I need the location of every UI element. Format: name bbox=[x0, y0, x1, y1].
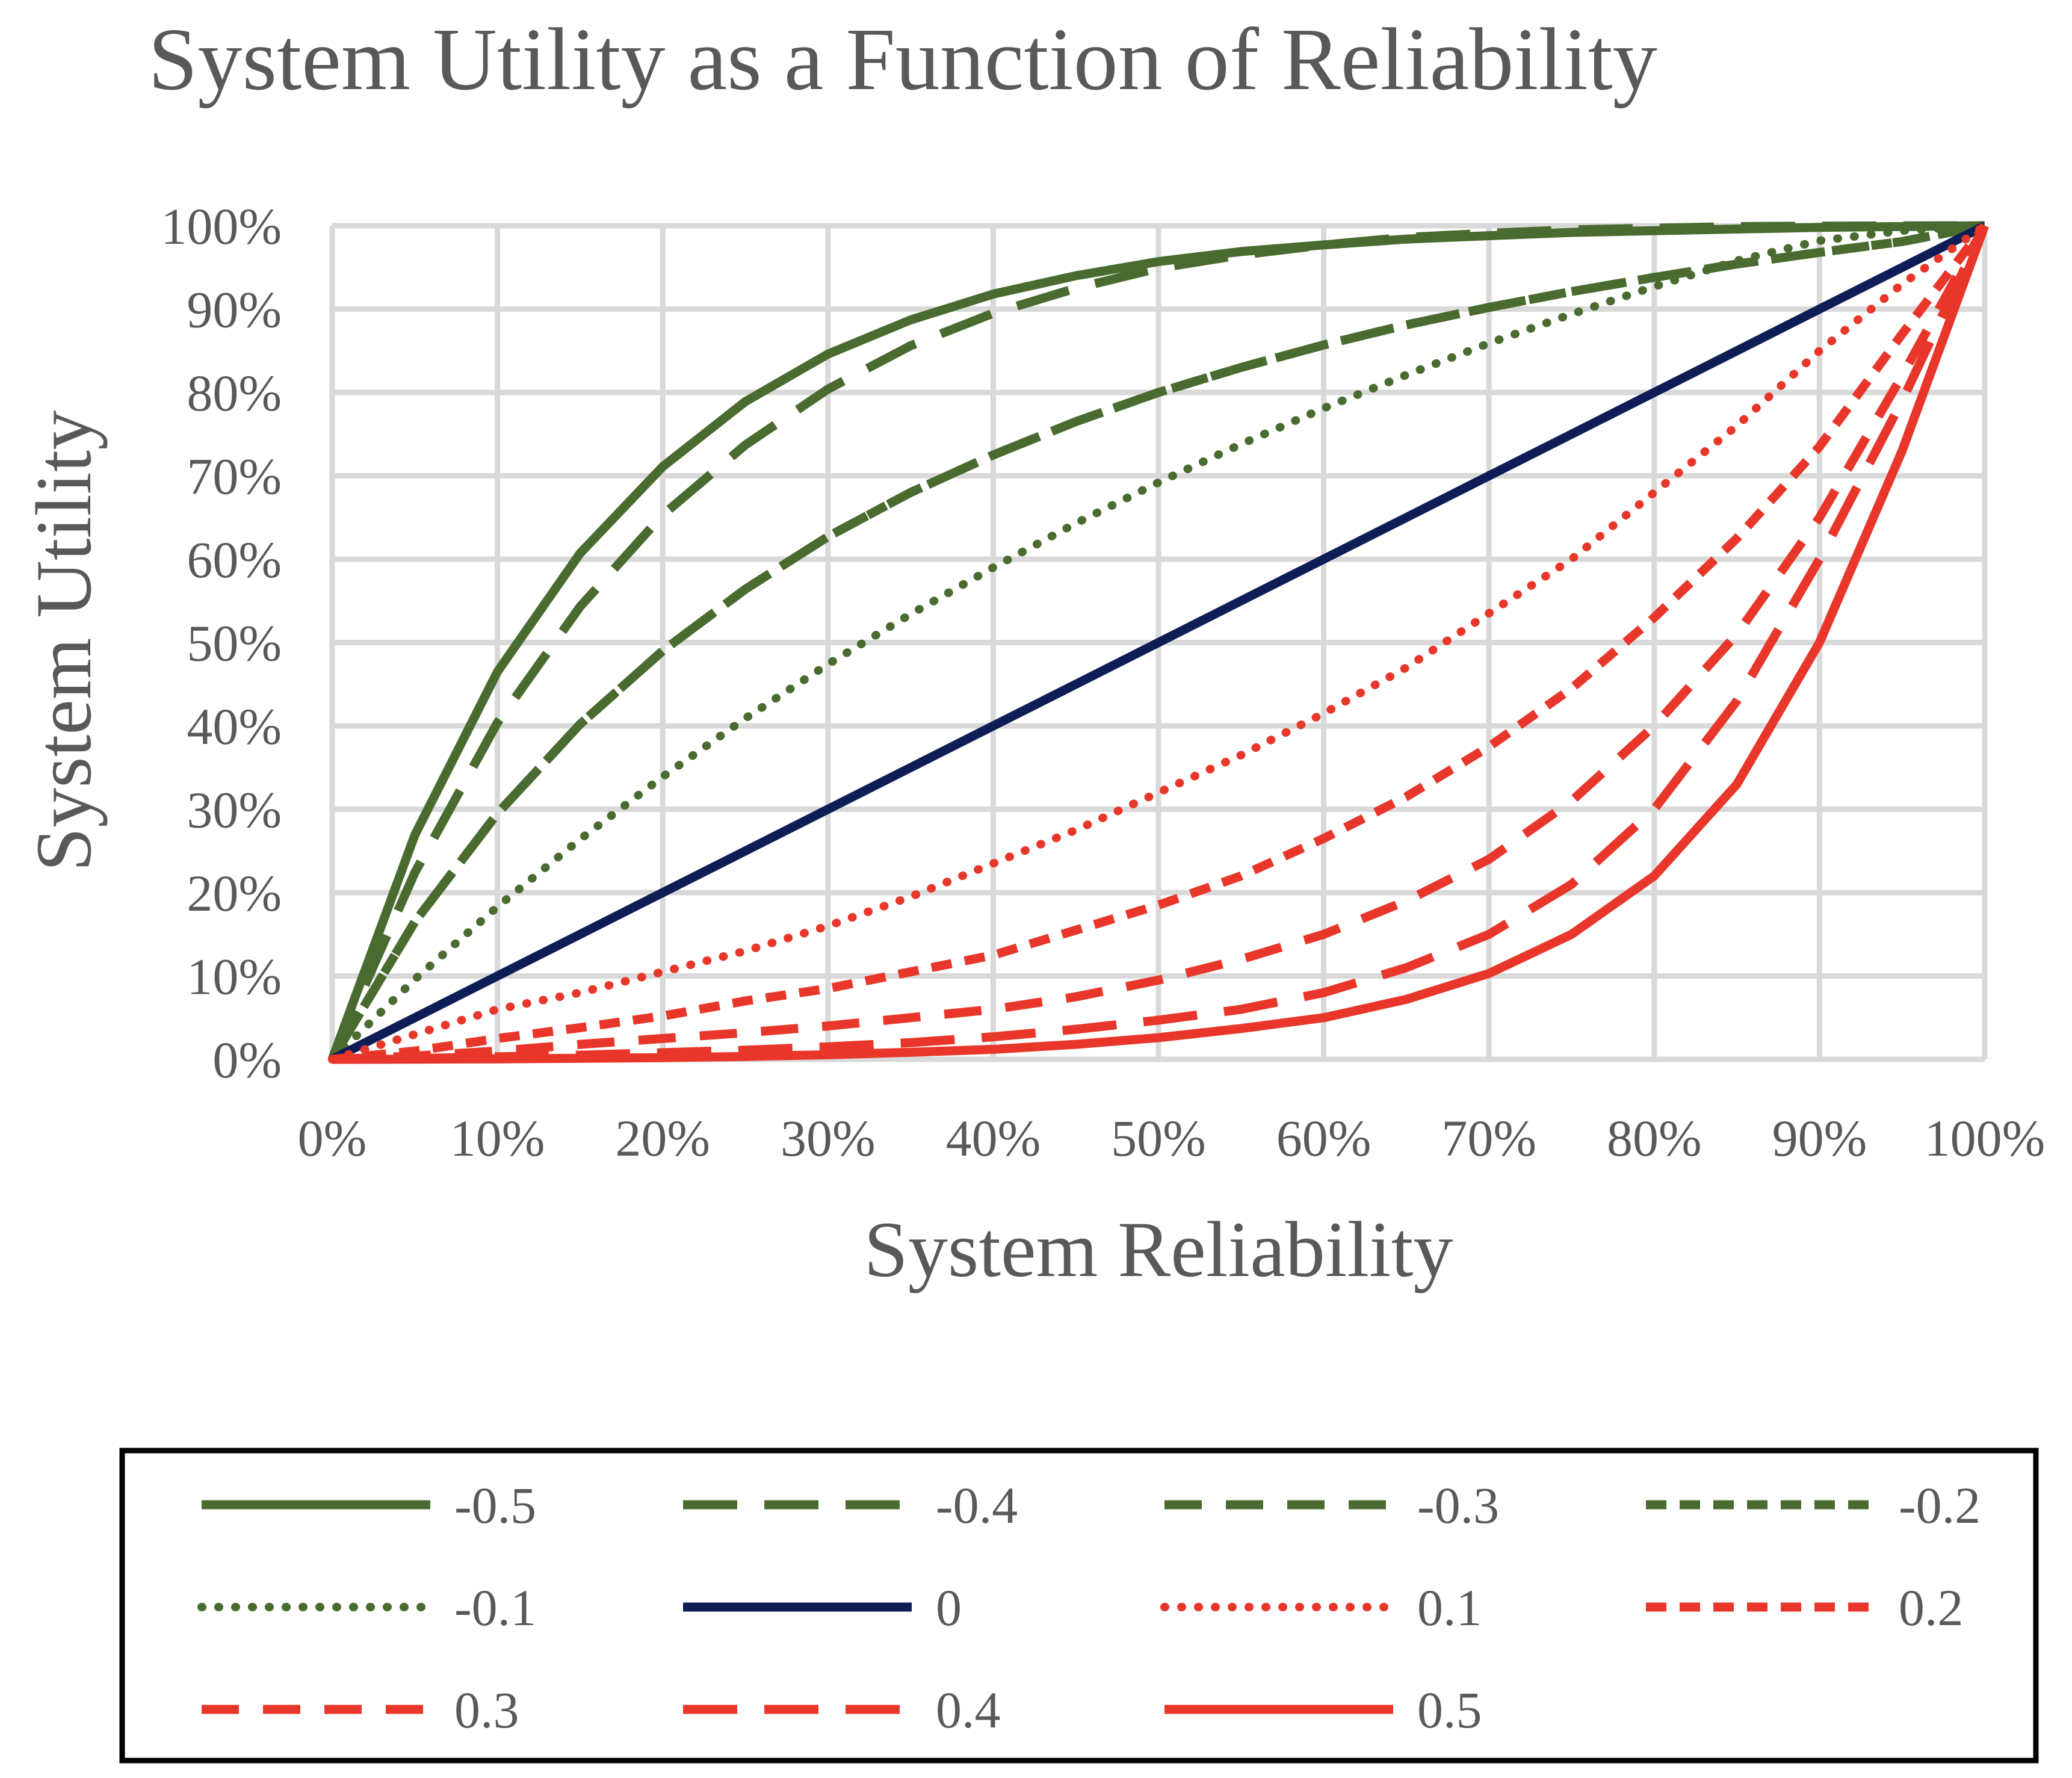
legend-label: 0.3 bbox=[454, 1681, 519, 1739]
x-tick-label: 40% bbox=[946, 1109, 1041, 1167]
series-line--0p4 bbox=[328, 221, 1985, 1062]
legend: -0.5 -0.4 -0.3 -0.2 -0.1 0 0.1 0.2 0.3 0.4 0.5 bbox=[197, 1476, 1981, 1739]
x-tick-label: 10% bbox=[450, 1109, 545, 1167]
x-tick-labels: 0% 10% 20% 30% 40% 50% 60% 70% 80% 90% 100% bbox=[298, 1109, 2046, 1167]
y-tick-label: 20% bbox=[187, 864, 282, 922]
y-axis-title: System Utility bbox=[19, 410, 108, 872]
legend-label: 0 bbox=[936, 1579, 962, 1637]
x-tick-label: 90% bbox=[1772, 1109, 1867, 1167]
x-tick-label: 60% bbox=[1276, 1109, 1372, 1167]
series-line-0p2 bbox=[332, 223, 1988, 1064]
y-tick-labels: 0% 10% 20% 30% 40% 50% 60% 70% 80% 90% 100% bbox=[161, 197, 282, 1089]
x-tick-label: 30% bbox=[781, 1109, 876, 1167]
x-tick-label: 80% bbox=[1607, 1109, 1702, 1167]
legend-label: -0.2 bbox=[1899, 1476, 1981, 1534]
legend-label: 0.1 bbox=[1417, 1579, 1482, 1637]
y-tick-label: 90% bbox=[187, 281, 282, 339]
series-line-0 bbox=[330, 221, 1987, 1064]
y-tick-label: 0% bbox=[212, 1031, 282, 1089]
series-line--0p1 bbox=[328, 221, 1989, 1064]
x-tick-label: 20% bbox=[615, 1109, 710, 1167]
legend-label: -0.3 bbox=[1417, 1476, 1499, 1534]
series-layer bbox=[327, 221, 1990, 1064]
series-line-0p1 bbox=[328, 221, 1989, 1064]
y-tick-label: 10% bbox=[187, 948, 282, 1006]
x-tick-label: 50% bbox=[1111, 1109, 1206, 1167]
y-tick-label: 40% bbox=[187, 698, 282, 755]
y-tick-label: 80% bbox=[187, 364, 282, 422]
chart-title: System Utility as a Function of Reliabil… bbox=[148, 10, 1657, 109]
y-tick-label: 100% bbox=[161, 197, 282, 255]
y-tick-label: 70% bbox=[187, 448, 282, 506]
x-axis-title: System Reliability bbox=[864, 1205, 1453, 1293]
legend-label: 0.5 bbox=[1417, 1681, 1482, 1739]
x-tick-label: 70% bbox=[1441, 1109, 1536, 1167]
x-tick-label: 0% bbox=[298, 1109, 367, 1167]
y-tick-label: 30% bbox=[187, 781, 282, 839]
legend-label: -0.4 bbox=[936, 1476, 1018, 1534]
series-line-0p5 bbox=[332, 224, 1990, 1064]
y-tick-label: 50% bbox=[187, 615, 282, 672]
legend-label: 0.4 bbox=[936, 1681, 1001, 1739]
series-line-0p3 bbox=[332, 223, 1989, 1064]
x-tick-label: 100% bbox=[1925, 1109, 2046, 1167]
legend-label: -0.5 bbox=[454, 1476, 536, 1534]
legend-label: -0.1 bbox=[454, 1579, 536, 1637]
legend-label: 0.2 bbox=[1899, 1579, 1964, 1637]
y-tick-label: 60% bbox=[187, 531, 282, 589]
legend-box bbox=[119, 1448, 2039, 1764]
